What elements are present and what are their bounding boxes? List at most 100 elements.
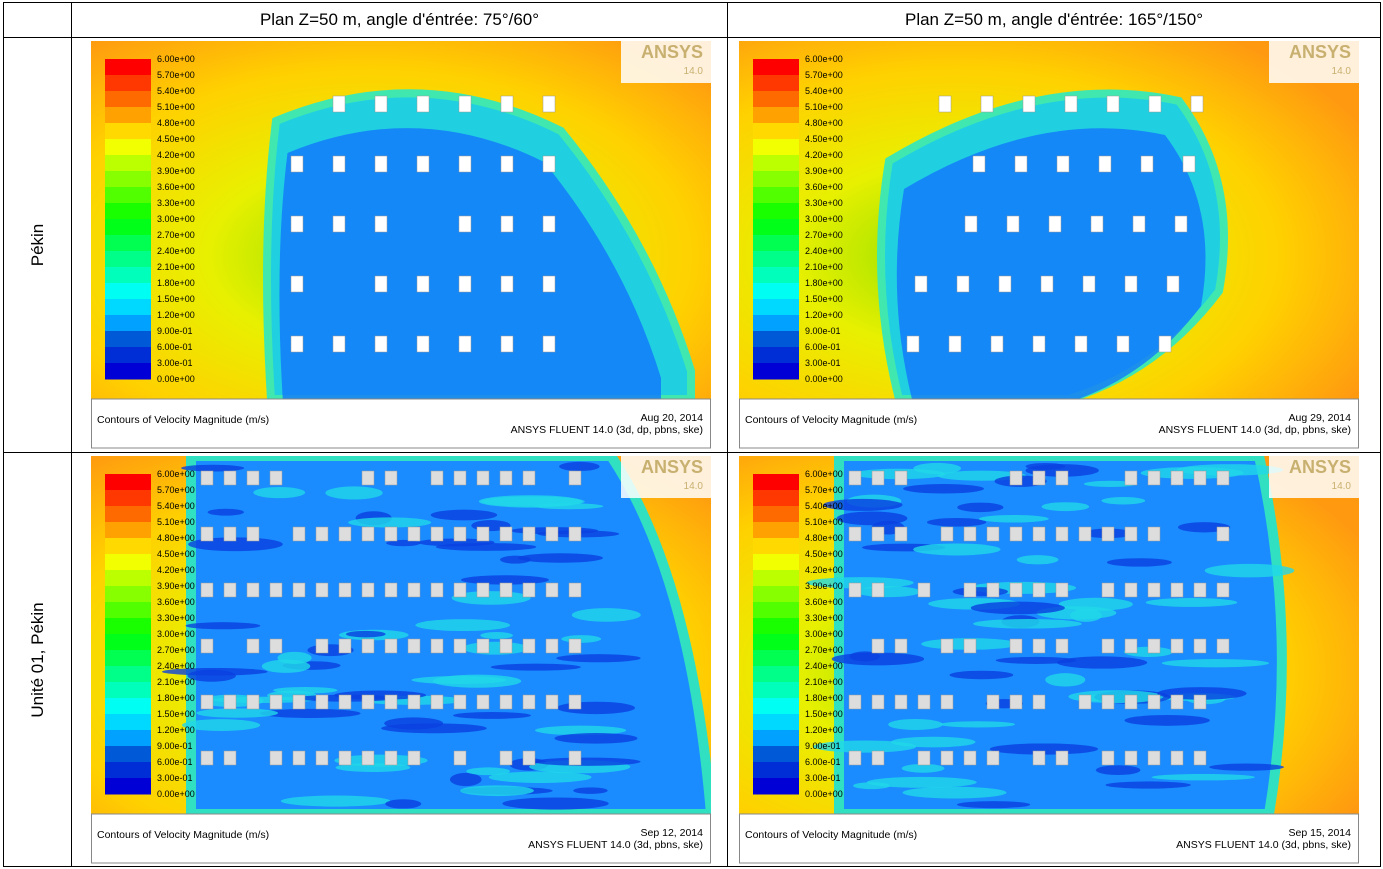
logo-brand: ANSYS — [641, 42, 703, 62]
legend-swatch — [753, 570, 799, 587]
flow-streak — [559, 462, 600, 471]
building — [1065, 96, 1077, 112]
legend-swatch — [105, 219, 151, 236]
legend-swatch — [105, 506, 151, 523]
legend-label: 3.30e+00 — [805, 198, 843, 208]
legend-label: 3.00e+00 — [805, 214, 843, 224]
building — [291, 156, 303, 172]
building — [1125, 695, 1137, 709]
building — [1079, 695, 1091, 709]
legend-swatch — [105, 778, 151, 795]
building — [339, 583, 351, 597]
legend-label: 9.00e-01 — [157, 741, 193, 751]
flow-streak — [281, 796, 391, 807]
legend-label: 0.00e+00 — [805, 789, 843, 799]
flow-streak — [1017, 555, 1059, 564]
flow-streak — [572, 608, 641, 622]
building — [1191, 96, 1203, 112]
building — [1194, 751, 1206, 765]
flow-streak — [431, 510, 498, 521]
flow-streak — [253, 487, 305, 498]
building — [1056, 527, 1068, 541]
building — [477, 639, 489, 653]
building — [1183, 156, 1195, 172]
page: Plan Z=50 m, angle d'éntrée: 75°/60° Pla… — [0, 0, 1383, 868]
building — [224, 751, 236, 765]
building — [247, 583, 259, 597]
legend-swatch — [753, 682, 799, 699]
legend-label: 4.80e+00 — [805, 533, 843, 543]
building — [1217, 583, 1229, 597]
solver: ANSYS FLUENT 14.0 (3d, dp, pbns, ske) — [1159, 424, 1351, 436]
building — [500, 527, 512, 541]
building — [957, 276, 969, 292]
legend-swatch — [753, 315, 799, 332]
building — [201, 751, 213, 765]
building — [291, 336, 303, 352]
legend-label: 9.00e-01 — [805, 741, 841, 751]
legend-swatch — [753, 123, 799, 140]
building — [316, 527, 328, 541]
legend-label: 2.70e+00 — [805, 230, 843, 240]
building — [1125, 527, 1137, 541]
building — [973, 156, 985, 172]
row-header: Pékin — [3, 37, 72, 453]
legend-label: 4.80e+00 — [157, 533, 195, 543]
legend-swatch — [105, 267, 151, 284]
flow-streak — [1042, 502, 1090, 511]
flow-streak — [957, 503, 1003, 512]
building — [1102, 695, 1114, 709]
building — [477, 695, 489, 709]
building — [247, 471, 259, 485]
legend-swatch — [753, 554, 799, 571]
date: Aug 20, 2014 — [641, 412, 704, 424]
building — [1033, 639, 1045, 653]
flow-streak — [460, 785, 534, 796]
legend-label: 6.00e-01 — [805, 757, 841, 767]
building — [941, 751, 953, 765]
flow-streak — [902, 764, 945, 773]
legend-swatch — [753, 666, 799, 683]
building — [1057, 156, 1069, 172]
legend-label: 5.40e+00 — [805, 501, 843, 511]
legend-swatch — [753, 91, 799, 108]
building — [1056, 471, 1068, 485]
building — [270, 471, 282, 485]
building — [895, 471, 907, 485]
building — [981, 96, 993, 112]
legend-swatch — [105, 363, 151, 380]
legend-label: 2.40e+00 — [157, 661, 195, 671]
building — [1194, 583, 1206, 597]
building — [1148, 639, 1160, 653]
building — [849, 471, 861, 485]
building — [417, 276, 429, 292]
building — [1041, 276, 1053, 292]
logo-version: 14.0 — [1332, 481, 1352, 492]
flow-streak — [557, 702, 635, 714]
legend-label: 6.00e-01 — [805, 342, 841, 352]
building — [375, 96, 387, 112]
flow-streak — [1209, 764, 1284, 771]
building — [454, 583, 466, 597]
legend-swatch — [105, 586, 151, 603]
building — [1171, 583, 1183, 597]
building — [500, 695, 512, 709]
building — [872, 639, 884, 653]
legend-swatch — [753, 299, 799, 316]
legend-swatch — [753, 538, 799, 555]
solver: ANSYS FLUENT 14.0 (3d, dp, pbns, ske) — [511, 424, 703, 436]
legend-label: 3.30e+00 — [805, 613, 843, 623]
flow-streak — [957, 801, 1030, 808]
flow-streak — [208, 509, 244, 516]
building — [991, 336, 1003, 352]
building — [987, 583, 999, 597]
legend-label: 6.00e+00 — [805, 469, 843, 479]
legend-swatch — [105, 666, 151, 683]
legend-label: 3.90e+00 — [805, 166, 843, 176]
flow-streak — [555, 733, 638, 744]
flow-streak — [262, 660, 311, 673]
legend-swatch — [105, 762, 151, 779]
flow-streak — [518, 553, 603, 562]
legend-label: 3.00e-01 — [805, 773, 841, 783]
building — [918, 695, 930, 709]
